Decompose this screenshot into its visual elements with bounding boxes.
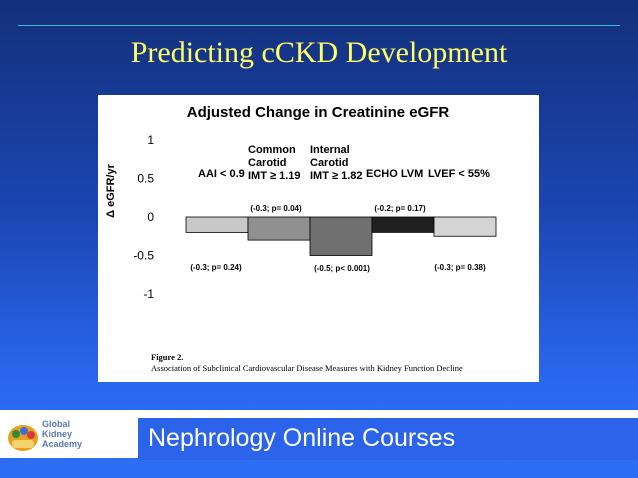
bar <box>185 216 249 233</box>
category-label: Internal <box>310 144 350 156</box>
data-label: (-0.5; p< 0.001) <box>314 264 370 273</box>
top-divider-line <box>18 25 620 26</box>
chart-figure: Adjusted Change in Creatinine eGFR Δ eGFR… <box>98 95 539 382</box>
y-tick-label: -1 <box>143 287 154 301</box>
y-tick-label: 0.5 <box>137 172 154 186</box>
category-label: Carotid <box>310 157 349 169</box>
category-label: IMT ≥ 1.82 <box>310 170 363 182</box>
category-label: IMT ≥ 1.19 <box>248 170 301 182</box>
footer-title: Nephrology Online Courses <box>148 424 456 452</box>
category-label: Carotid <box>248 157 287 169</box>
data-label: (-0.3; p= 0.38) <box>434 263 486 272</box>
data-label: (-0.3; p= 0.04) <box>250 204 302 213</box>
bar <box>309 216 373 256</box>
chart-title: Adjusted Change in Creatinine eGFR <box>187 104 450 121</box>
logo-text-line-2: Kidney <box>42 429 73 439</box>
bar <box>247 216 311 241</box>
slide-title: Predicting cCKD Development <box>130 36 508 69</box>
figure-caption: Figure 2. Association of Subclinical Car… <box>151 352 531 374</box>
footer-band <box>138 418 638 460</box>
category-label: AAI < 0.9 <box>198 168 245 180</box>
figure-caption-label: Figure 2. <box>151 352 184 362</box>
figure-caption-text: Association of Subclinical Cardiovascula… <box>151 363 463 373</box>
logo-text: Global Kidney Academy <box>42 419 82 449</box>
bar <box>433 216 497 237</box>
data-label: (-0.3; p= 0.24) <box>190 263 242 272</box>
category-label: LVEF < 55% <box>428 168 490 180</box>
y-tick-label: -0.5 <box>133 249 154 263</box>
data-label: (-0.2; p= 0.17) <box>374 204 426 213</box>
kidney-logo-icon <box>8 425 38 451</box>
category-label: Common <box>248 144 296 156</box>
category-label: ECHO LVM <box>366 168 423 180</box>
bar <box>371 216 435 233</box>
logo-text-line-3: Academy <box>42 439 83 449</box>
y-tick-label: 1 <box>147 133 154 147</box>
global-kidney-academy-logo: Global Kidney Academy <box>6 418 96 456</box>
y-axis-label: Δ eGFR/yr <box>105 163 117 217</box>
bar-chart: Adjusted Change in Creatinine eGFR Δ eGFR… <box>105 104 497 301</box>
y-tick-label: 0 <box>147 210 154 224</box>
logo-text-line-1: Global <box>42 419 71 429</box>
